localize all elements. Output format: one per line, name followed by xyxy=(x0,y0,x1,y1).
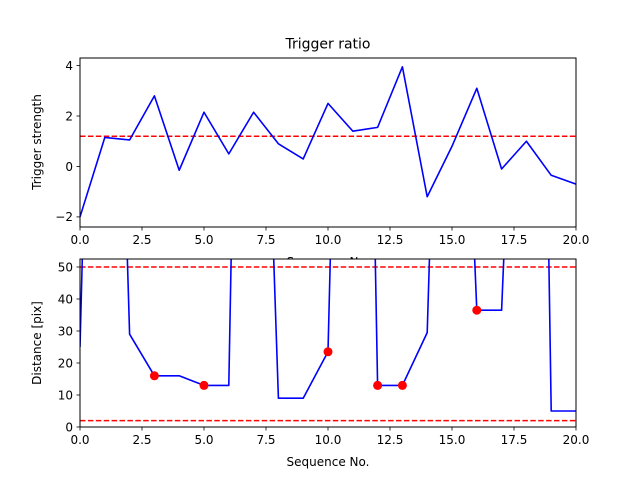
y-tick-label: 40 xyxy=(58,292,73,306)
series-line xyxy=(80,66,576,218)
x-tick-label: 15.0 xyxy=(439,233,466,247)
x-tick-label: 20.0 xyxy=(563,433,590,447)
data-point xyxy=(472,305,482,315)
x-tick-label: 7.5 xyxy=(256,433,275,447)
data-point xyxy=(373,380,383,390)
trigger-ratio-chart: Trigger ratio 0.0 2.5 5.0 7.5 10.0 12.5 15.0 17… xyxy=(30,37,589,270)
x-tick-label: 7.5 xyxy=(256,233,275,247)
x-axis-label: Sequence No. xyxy=(287,455,370,469)
data-point xyxy=(199,380,209,390)
x-tick-label: 20.0 xyxy=(563,233,590,247)
x-tick-label: 0.0 xyxy=(70,233,89,247)
x-tick-label: 17.5 xyxy=(501,233,528,247)
plot-frame xyxy=(79,57,577,228)
y-tick-label: 2 xyxy=(65,109,73,123)
x-tick-label: 0.0 xyxy=(70,433,89,447)
y-tick-label: 50 xyxy=(58,260,73,274)
x-tick-label: 10.0 xyxy=(315,233,342,247)
x-tick-label: 10.0 xyxy=(315,433,342,447)
x-tick-label: 2.5 xyxy=(132,233,151,247)
y-tick-label: 10 xyxy=(58,388,73,402)
y-tick-label: 20 xyxy=(58,356,73,370)
y-tick-label: −2 xyxy=(55,210,73,224)
y-axis-label: Distance [pix] xyxy=(30,301,44,385)
x-tick-label: 12.5 xyxy=(377,233,404,247)
y-tick-label: 0 xyxy=(65,160,73,174)
data-point xyxy=(149,371,159,381)
x-tick-label: 5.0 xyxy=(194,233,213,247)
y-axis-label: Trigger strength xyxy=(30,94,44,191)
y-tick-label: 30 xyxy=(58,324,73,338)
x-tick-label: 17.5 xyxy=(501,433,528,447)
data-point xyxy=(323,347,333,357)
x-tick-label: 15.0 xyxy=(439,433,466,447)
y-tick-label: 4 xyxy=(65,59,73,73)
data-point xyxy=(397,380,407,390)
y-tick-label: 0 xyxy=(65,420,73,434)
distance-chart: 0.0 2.5 5.0 7.5 10.0 12.5 15.0 17.5 20.0 0 10 20 30 4… xyxy=(30,258,590,469)
x-tick-label: 12.5 xyxy=(377,433,404,447)
chart-title: Trigger ratio xyxy=(284,37,370,53)
x-tick-label: 5.0 xyxy=(194,433,213,447)
x-tick-label: 2.5 xyxy=(132,433,151,447)
